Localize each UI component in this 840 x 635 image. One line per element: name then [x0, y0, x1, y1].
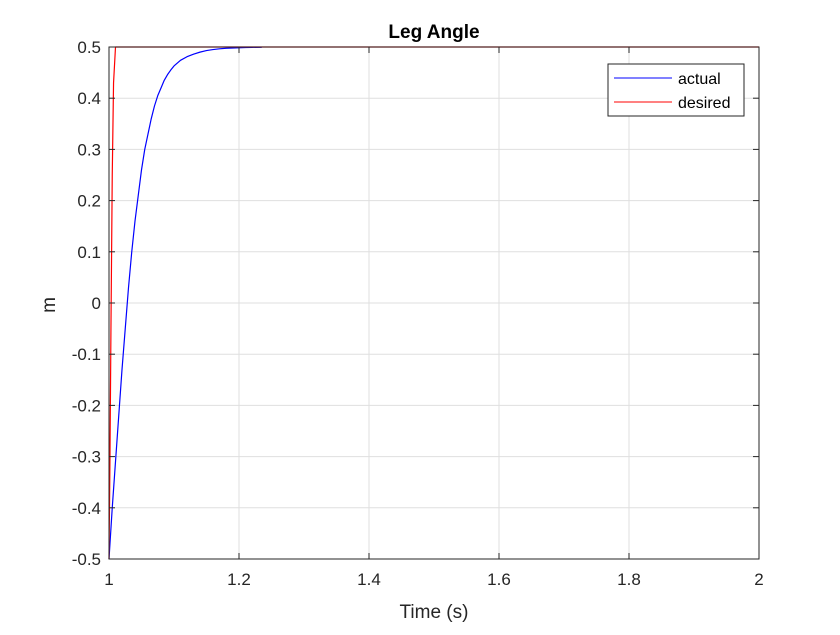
- x-tick-label: 2: [754, 570, 763, 589]
- tick-marks: [108, 46, 760, 560]
- x-tick-label: 1: [104, 570, 113, 589]
- y-tick-label: 0.5: [77, 38, 101, 57]
- x-tick-label: 1.8: [617, 570, 641, 589]
- x-tick-labels: 1 1.2 1.4 1.6 1.8 2: [104, 570, 763, 589]
- x-tick-label: 1.4: [357, 570, 381, 589]
- series-line-actual: [108, 46, 262, 560]
- y-tick-label: -0.4: [72, 499, 101, 518]
- y-tick-label: 0.3: [77, 140, 101, 159]
- legend-box: [607, 63, 745, 117]
- y-tick-label: -0.3: [72, 448, 101, 467]
- y-tick-label: -0.2: [72, 396, 101, 415]
- y-tick-label: 0.4: [77, 89, 101, 108]
- x-tick-label: 1.6: [487, 570, 511, 589]
- y-axis-label: m: [39, 297, 60, 313]
- x-tick-label: 1.2: [227, 570, 251, 589]
- y-tick-label: 0.1: [77, 243, 101, 262]
- y-tick-label: -0.5: [72, 550, 101, 569]
- y-tick-label: -0.1: [72, 345, 101, 364]
- grid-lines: [108, 46, 760, 560]
- chart-title: Leg Angle: [388, 22, 479, 43]
- y-tick-label: 0.2: [77, 192, 101, 211]
- y-tick-label: 0: [92, 294, 101, 313]
- legend-label-actual: actual: [678, 71, 721, 88]
- legend[interactable]: actual desired: [607, 63, 745, 117]
- legend-label-desired: desired: [678, 95, 730, 112]
- y-tick-labels: -0.5 -0.4 -0.3 -0.2 -0.1 0 0.1 0.2 0.3 0.4 0.5: [72, 38, 101, 569]
- x-axis-label: Time (s): [400, 602, 469, 623]
